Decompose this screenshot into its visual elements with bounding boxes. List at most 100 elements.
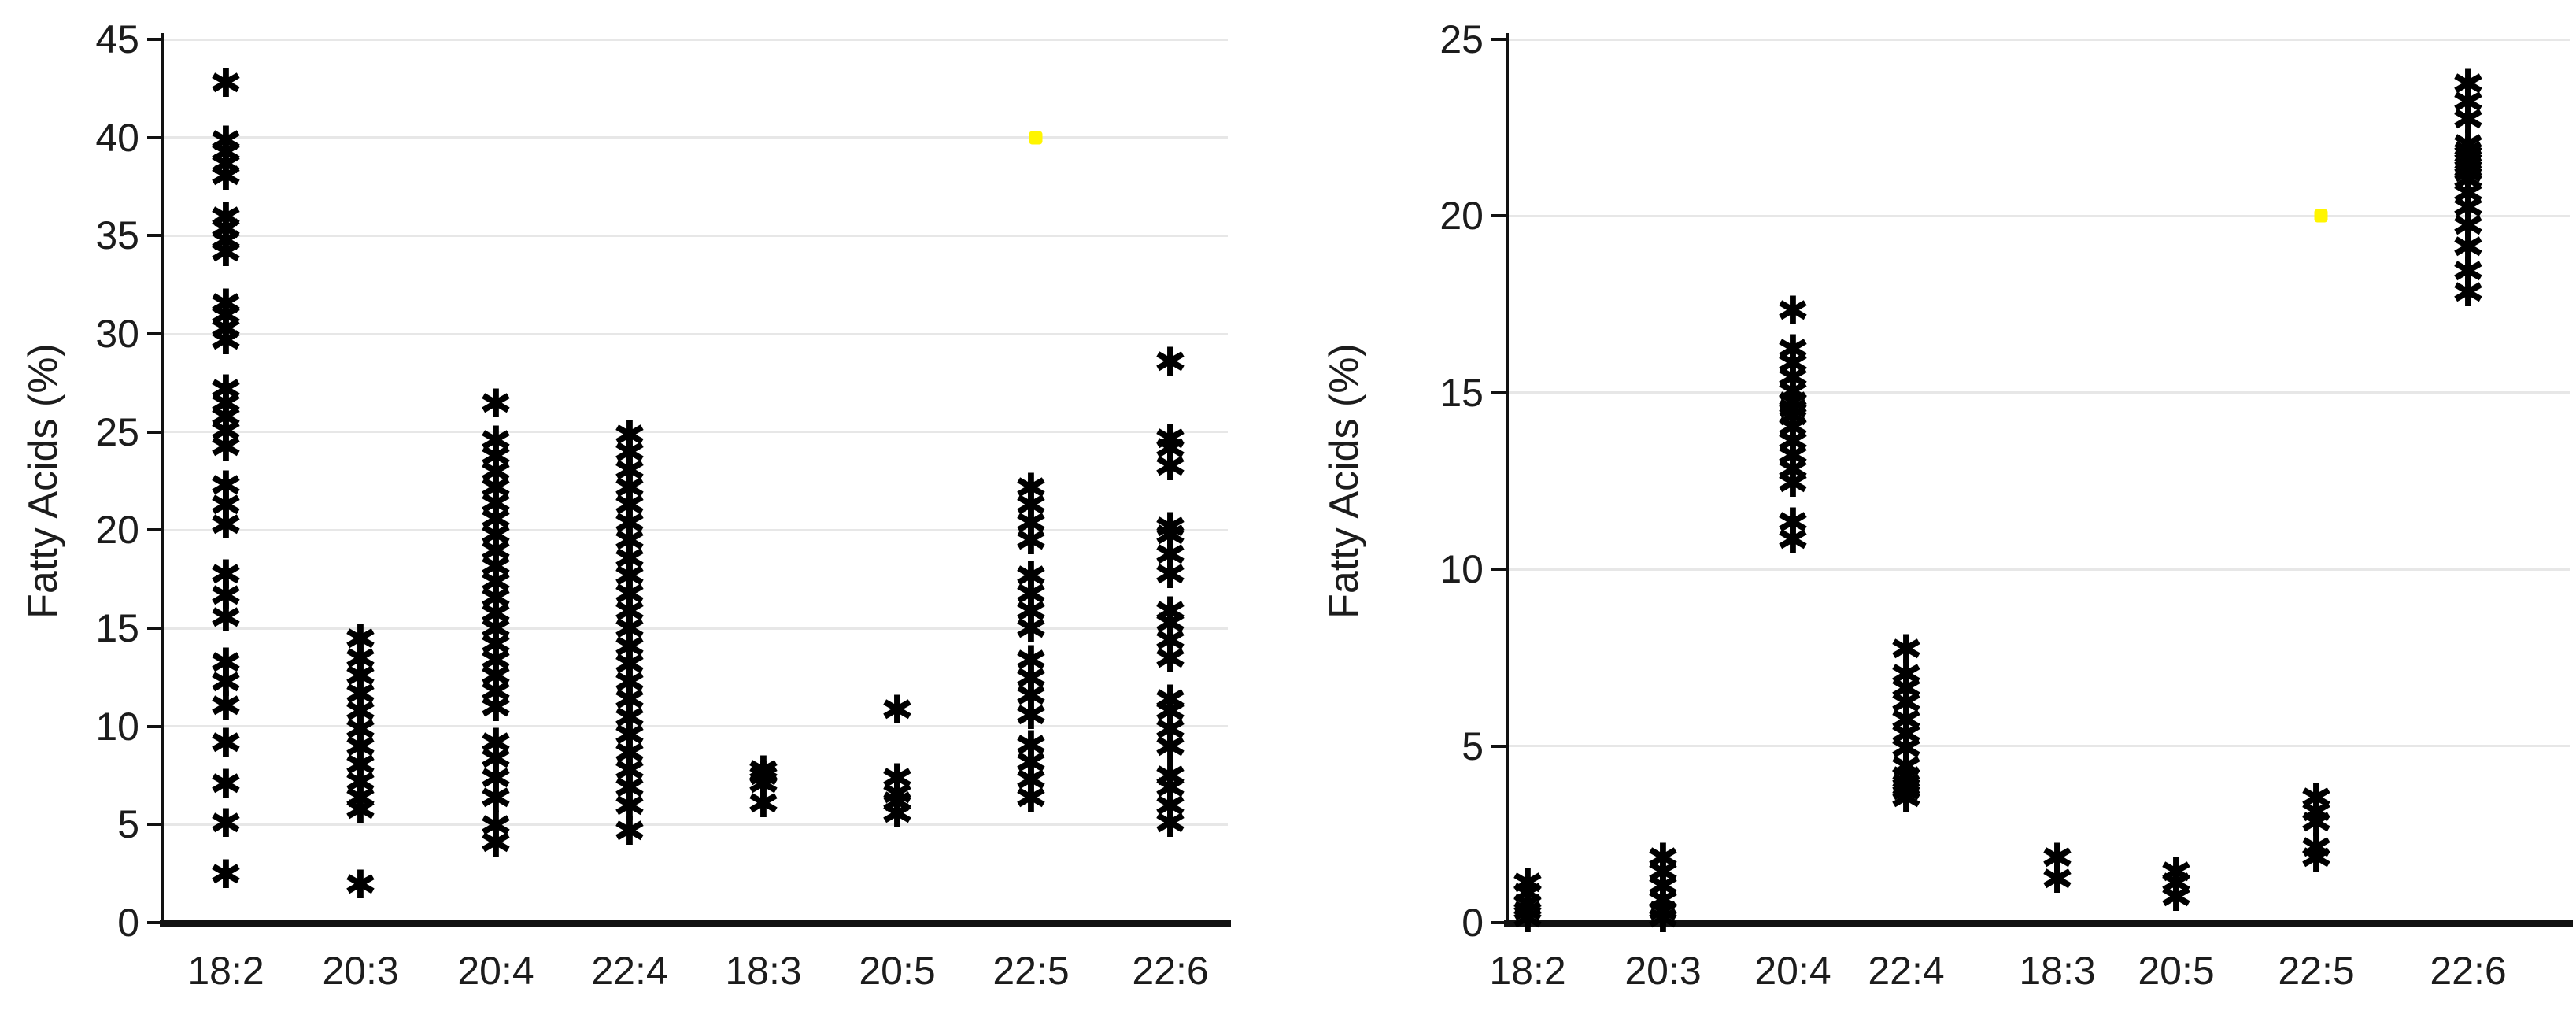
data-point-marker: ✱ bbox=[2452, 122, 2485, 167]
data-point-marker: ✱ bbox=[1015, 638, 1048, 683]
x-tick-label: 18:2 bbox=[1489, 949, 1566, 993]
data-point-marker: ✱ bbox=[1154, 427, 1187, 472]
data-point-marker: ✱ bbox=[613, 642, 646, 687]
data-point-marker: ✱ bbox=[881, 756, 914, 801]
data-point-marker: ✱ bbox=[479, 560, 512, 605]
data-point-marker: ✱ bbox=[881, 772, 914, 816]
data-point-marker: ✱ bbox=[613, 483, 646, 528]
data-point-marker: ✱ bbox=[344, 775, 377, 820]
data-point-marker: ✱ bbox=[1015, 590, 1048, 635]
data-point-marker: ✱ bbox=[479, 497, 512, 542]
y-tick-label: 0 bbox=[117, 901, 139, 945]
data-point-marker: ✱ bbox=[613, 572, 646, 616]
data-point-marker: ✱ bbox=[479, 654, 512, 699]
data-point-marker: ✱ bbox=[613, 731, 646, 775]
y-axis-tick bbox=[147, 135, 163, 139]
data-point-marker: ✱ bbox=[209, 853, 242, 897]
data-point-marker: ✱ bbox=[479, 756, 512, 801]
y-axis-line bbox=[1506, 33, 1509, 924]
data-point-marker: ✱ bbox=[209, 595, 242, 640]
data-point-marker: ✱ bbox=[1890, 754, 1923, 799]
data-point-marker: ✱ bbox=[2452, 98, 2485, 142]
data-point-marker: ✱ bbox=[209, 118, 242, 163]
data-point-marker: ✱ bbox=[1646, 879, 1680, 923]
x-tick-label: 20:5 bbox=[2138, 949, 2215, 993]
x-tick-label: 18:3 bbox=[2019, 949, 2096, 993]
x-tick-label: 22:5 bbox=[992, 949, 1070, 993]
y-tick-label: 40 bbox=[95, 115, 139, 160]
data-point-marker: ✱ bbox=[479, 419, 512, 464]
data-point-marker: ✱ bbox=[1776, 500, 1809, 545]
y-axis-tick bbox=[147, 921, 163, 924]
y-tick-label: 15 bbox=[95, 606, 139, 650]
y-tick-label: 30 bbox=[95, 312, 139, 356]
data-point-marker: ✱ bbox=[881, 779, 914, 824]
data-point-marker: ✱ bbox=[344, 760, 377, 805]
gridline bbox=[163, 528, 1228, 531]
x-tick-label: 20:5 bbox=[859, 949, 936, 993]
data-point-marker: ✱ bbox=[881, 791, 914, 836]
data-point-marker: ✱ bbox=[209, 424, 242, 469]
data-point-marker: ✱ bbox=[479, 737, 512, 782]
data-point-marker: ✱ bbox=[1776, 433, 1809, 478]
data-point-marker: ✱ bbox=[1154, 678, 1187, 723]
gridline bbox=[163, 38, 1228, 41]
data-point-marker: ✱ bbox=[1015, 674, 1048, 719]
data-point-marker: ✱ bbox=[1154, 513, 1187, 557]
data-point-marker: ✱ bbox=[1776, 341, 1809, 386]
y-axis-line bbox=[161, 33, 164, 924]
data-point-marker: ✱ bbox=[1646, 889, 1680, 934]
data-point-marker: ✱ bbox=[209, 660, 242, 705]
data-point-marker: ✱ bbox=[209, 721, 242, 766]
data-point-marker: ✱ bbox=[613, 809, 646, 854]
data-point-marker: ✱ bbox=[1890, 761, 1923, 806]
data-point-marker: ✱ bbox=[2300, 790, 2333, 835]
data-point-marker: ✱ bbox=[1776, 518, 1809, 563]
data-point-marker: ✱ bbox=[613, 713, 646, 758]
data-point-marker: ✱ bbox=[2041, 836, 2074, 881]
x-tick-label: 22:5 bbox=[2278, 949, 2355, 993]
data-point-marker: ✱ bbox=[1015, 519, 1048, 564]
data-point-marker: ✱ bbox=[479, 528, 512, 573]
data-point-marker: ✱ bbox=[881, 687, 914, 732]
data-point-marker: ✱ bbox=[2452, 157, 2485, 202]
x-tick-label: 20:4 bbox=[457, 949, 534, 993]
x-axis-line bbox=[160, 920, 1231, 927]
data-point-marker: ✱ bbox=[1511, 889, 1544, 934]
data-point-marker: ✱ bbox=[1890, 666, 1923, 711]
data-point-marker: ✱ bbox=[2300, 775, 2333, 820]
data-point-marker: ✱ bbox=[209, 293, 242, 338]
data-point-marker: ✱ bbox=[2160, 875, 2193, 920]
data-point-marker: ✱ bbox=[1890, 627, 1923, 672]
x-tick-label: 22:4 bbox=[1868, 949, 1945, 993]
x-tick-label: 22:4 bbox=[591, 949, 668, 993]
right-y-axis-label: Fatty Acids (%) bbox=[1321, 343, 1367, 619]
data-point-marker: ✱ bbox=[344, 690, 377, 735]
data-point-marker: ✱ bbox=[1154, 801, 1187, 846]
data-point-marker: ✱ bbox=[479, 775, 512, 820]
data-point-marker: ✱ bbox=[479, 575, 512, 620]
data-point-marker: ✱ bbox=[1890, 768, 1923, 813]
data-point-marker: ✱ bbox=[1776, 355, 1809, 400]
data-point-marker: ✱ bbox=[613, 624, 646, 669]
data-point-marker: ✱ bbox=[1646, 850, 1680, 895]
data-point-marker: ✱ bbox=[344, 787, 377, 832]
x-tick-label: 22:6 bbox=[2430, 949, 2507, 993]
data-point-marker: ✱ bbox=[1776, 380, 1809, 425]
data-point-marker: ✱ bbox=[209, 381, 242, 426]
y-tick-label: 10 bbox=[1440, 547, 1484, 592]
data-point-marker: ✱ bbox=[209, 230, 242, 275]
highlight-point-marker bbox=[1029, 131, 1043, 145]
data-point-marker: ✱ bbox=[2452, 80, 2485, 124]
data-point-marker: ✱ bbox=[1890, 698, 1923, 743]
y-axis-tick bbox=[1491, 214, 1507, 218]
data-point-marker: ✱ bbox=[344, 742, 377, 787]
data-point-marker: ✱ bbox=[1776, 327, 1809, 372]
data-point-marker: ✱ bbox=[479, 803, 512, 848]
gridline bbox=[1507, 568, 2570, 571]
data-point-marker: ✱ bbox=[1154, 754, 1187, 799]
data-point-marker: ✱ bbox=[613, 607, 646, 652]
data-point-marker: ✱ bbox=[2452, 129, 2485, 174]
data-point-marker: ✱ bbox=[1511, 872, 1544, 916]
